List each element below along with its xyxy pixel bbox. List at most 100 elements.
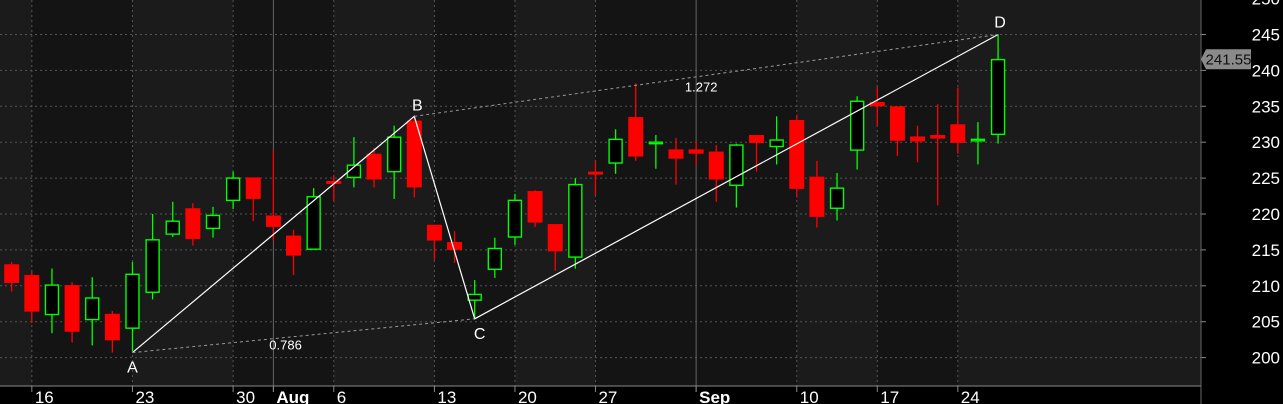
candle-body [265,215,281,227]
candle-body [104,313,120,341]
candle [406,116,422,198]
x-tick-label: 13 [437,388,456,404]
candle [185,203,201,246]
candle-body [426,224,442,241]
candle-body [990,58,1006,136]
pattern-point-label: D [994,15,1006,32]
candle-body [547,224,563,252]
candle [487,237,503,278]
candle [568,178,583,269]
y-tick-label: 205 [1252,313,1280,332]
candle [608,129,623,174]
candle-body [326,180,342,184]
candle [4,262,20,292]
candle-body [889,106,905,141]
candle [225,171,241,209]
x-tick-label: 17 [880,388,899,404]
y-tick-label: 250 [1252,0,1280,9]
x-tick-label: 10 [800,388,819,404]
x-tick-label: 16 [35,388,54,404]
candle-body [668,149,684,159]
candle-body [487,247,503,270]
x-tick-label: Aug [276,388,309,404]
candle-body [769,139,784,148]
pattern-point-label: B [412,97,423,114]
candle [165,201,180,237]
candle-body [587,171,603,175]
candle-body [568,183,583,258]
y-tick-label: 235 [1252,97,1280,116]
candle [889,106,905,156]
candle [306,188,321,250]
candle [145,214,160,300]
ratio-label: 1.272 [685,79,718,94]
candle-body [125,273,140,329]
y-tick-label: 230 [1252,133,1280,152]
candle [708,145,724,202]
x-tick-label: 23 [135,388,154,404]
candle-body [145,239,160,293]
candle-body [225,177,241,202]
candle [970,122,986,165]
candle [64,282,80,343]
candle [950,87,966,154]
candle [829,173,845,221]
x-tick-label: 20 [518,388,537,404]
candle-body [829,187,845,209]
x-tick-label: 27 [598,388,617,404]
candle-body [930,135,946,139]
week-band [877,0,958,386]
candle-body [306,196,321,250]
candle [910,125,926,163]
harmonic-pattern-line [132,33,999,354]
candle-body [64,285,80,332]
candle [44,268,60,334]
candle-body [85,297,100,321]
x-tick-label: 6 [337,388,346,404]
candle [809,160,825,228]
candle [85,277,100,346]
candle-body [406,120,422,188]
candle-body [749,135,765,143]
y-tick-label: 240 [1252,61,1280,80]
ratio-label: 0.786 [269,338,302,353]
candle-body [789,119,805,189]
candle [547,224,563,271]
candle-body [24,275,40,312]
candle-body [245,177,261,199]
candle [245,177,261,222]
x-tick-label: Sep [699,388,730,404]
candle [286,229,302,276]
x-tick-label: 24 [961,388,980,404]
candle-body [628,117,644,157]
candle-body [346,164,362,179]
y-tick-label: 220 [1252,205,1280,224]
candle [587,160,603,196]
ratio-line [414,34,999,117]
candle-body [648,141,664,145]
candle [205,206,221,238]
candle [749,135,765,172]
candle-body [386,136,402,173]
candle-body [608,138,623,164]
candle [326,175,342,202]
candle-body [205,214,221,230]
candle-body [910,136,926,142]
last-price-value: 241.55 [1206,51,1252,68]
candle-body [527,191,543,223]
candle [24,271,40,324]
candle [668,137,684,185]
pattern-point-label: A [127,360,138,377]
candle-body [185,208,201,240]
candle [386,125,402,199]
candle-body [286,235,302,256]
candle-body [688,149,704,154]
y-tick-label: 215 [1252,241,1280,260]
candle [789,114,805,198]
candle [507,193,523,245]
candle [769,116,784,165]
y-tick-label: 245 [1252,26,1280,45]
candle-body [507,199,523,238]
y-tick-label: 210 [1252,277,1280,296]
